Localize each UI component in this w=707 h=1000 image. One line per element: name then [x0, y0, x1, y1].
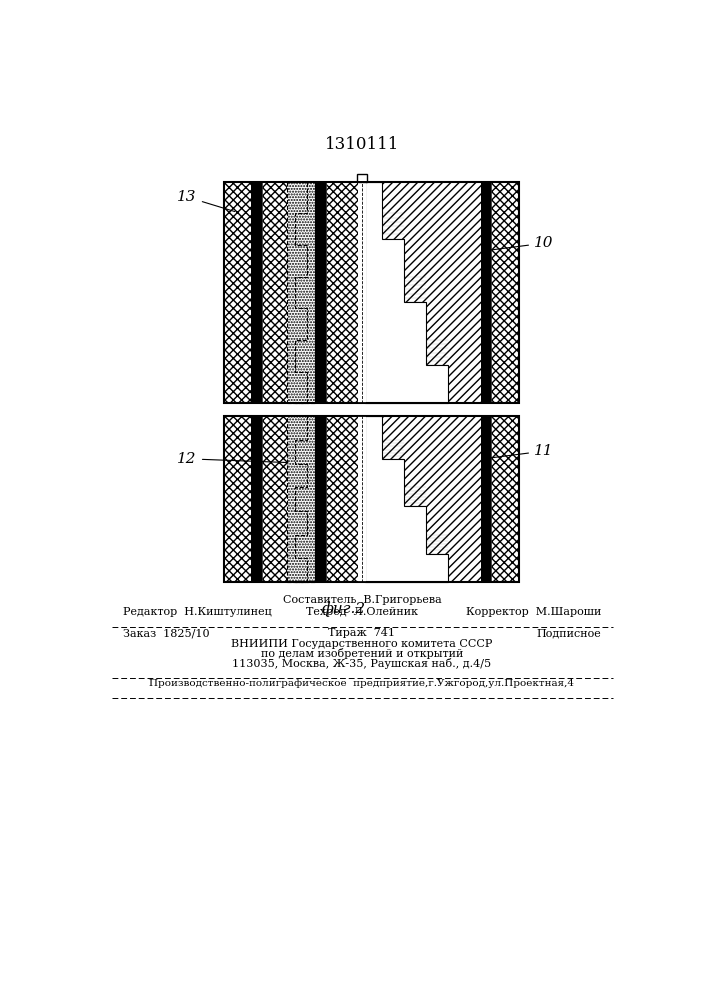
Bar	[365, 175, 382, 213]
Bar	[262, 416, 287, 582]
Bar	[315, 416, 325, 582]
Text: ВНИИПИ Государственного комитета СССР: ВНИИПИ Государственного комитета СССР	[231, 639, 493, 649]
Bar	[262, 182, 287, 403]
Text: 13: 13	[177, 190, 235, 212]
Bar	[224, 182, 518, 403]
Bar	[224, 403, 518, 416]
Bar	[365, 459, 404, 487]
Bar	[325, 416, 359, 582]
Bar	[224, 182, 251, 403]
Bar	[365, 365, 448, 403]
Text: Тираж  741: Тираж 741	[329, 628, 395, 638]
Bar	[287, 416, 315, 582]
Text: 11: 11	[486, 444, 554, 458]
Text: по делам изобретений и открытий: по делам изобретений и открытий	[261, 648, 463, 659]
Bar	[251, 182, 262, 403]
Bar	[491, 182, 518, 403]
Text: Редактор  Н.Киштулинец: Редактор Н.Киштулинец	[123, 607, 272, 617]
Bar	[481, 182, 491, 403]
Text: Корректор  М.Шароши: Корректор М.Шароши	[466, 607, 602, 617]
Text: Техред  Л.Олейник: Техред Л.Олейник	[306, 607, 418, 617]
Text: Составитель  В.Григорьева: Составитель В.Григорьева	[283, 595, 441, 605]
Bar	[365, 182, 481, 403]
Text: Подписное: Подписное	[537, 628, 602, 638]
Bar	[365, 506, 426, 535]
Bar	[365, 554, 448, 582]
Bar	[325, 182, 359, 403]
Text: 12: 12	[177, 452, 288, 466]
Text: фиг.2: фиг.2	[322, 601, 366, 616]
Bar	[287, 416, 315, 582]
Text: Заказ  1825/10: Заказ 1825/10	[123, 628, 210, 638]
Bar	[287, 182, 315, 403]
Bar	[357, 174, 367, 182]
Polygon shape	[365, 182, 448, 403]
Bar	[358, 182, 366, 403]
Bar	[365, 302, 426, 340]
Bar	[365, 239, 404, 277]
Text: 10: 10	[486, 236, 554, 251]
Bar	[287, 182, 315, 403]
Text: 113035, Москва, Ж-35, Раушская наб., д.4/5: 113035, Москва, Ж-35, Раушская наб., д.4…	[233, 658, 491, 669]
Bar	[358, 416, 366, 582]
Bar	[365, 416, 481, 582]
Text: Производственно-полиграфическое  предприятие,г.Ужгород,ул.Проектная,4: Производственно-полиграфическое предприя…	[149, 679, 575, 688]
Bar	[224, 416, 251, 582]
Bar	[365, 412, 382, 440]
Bar	[491, 416, 518, 582]
Bar	[224, 416, 518, 582]
Text: 1310111: 1310111	[325, 136, 399, 153]
Bar	[315, 182, 325, 403]
Bar	[357, 174, 367, 182]
Polygon shape	[365, 416, 448, 582]
Bar	[251, 416, 262, 582]
Bar	[481, 416, 491, 582]
